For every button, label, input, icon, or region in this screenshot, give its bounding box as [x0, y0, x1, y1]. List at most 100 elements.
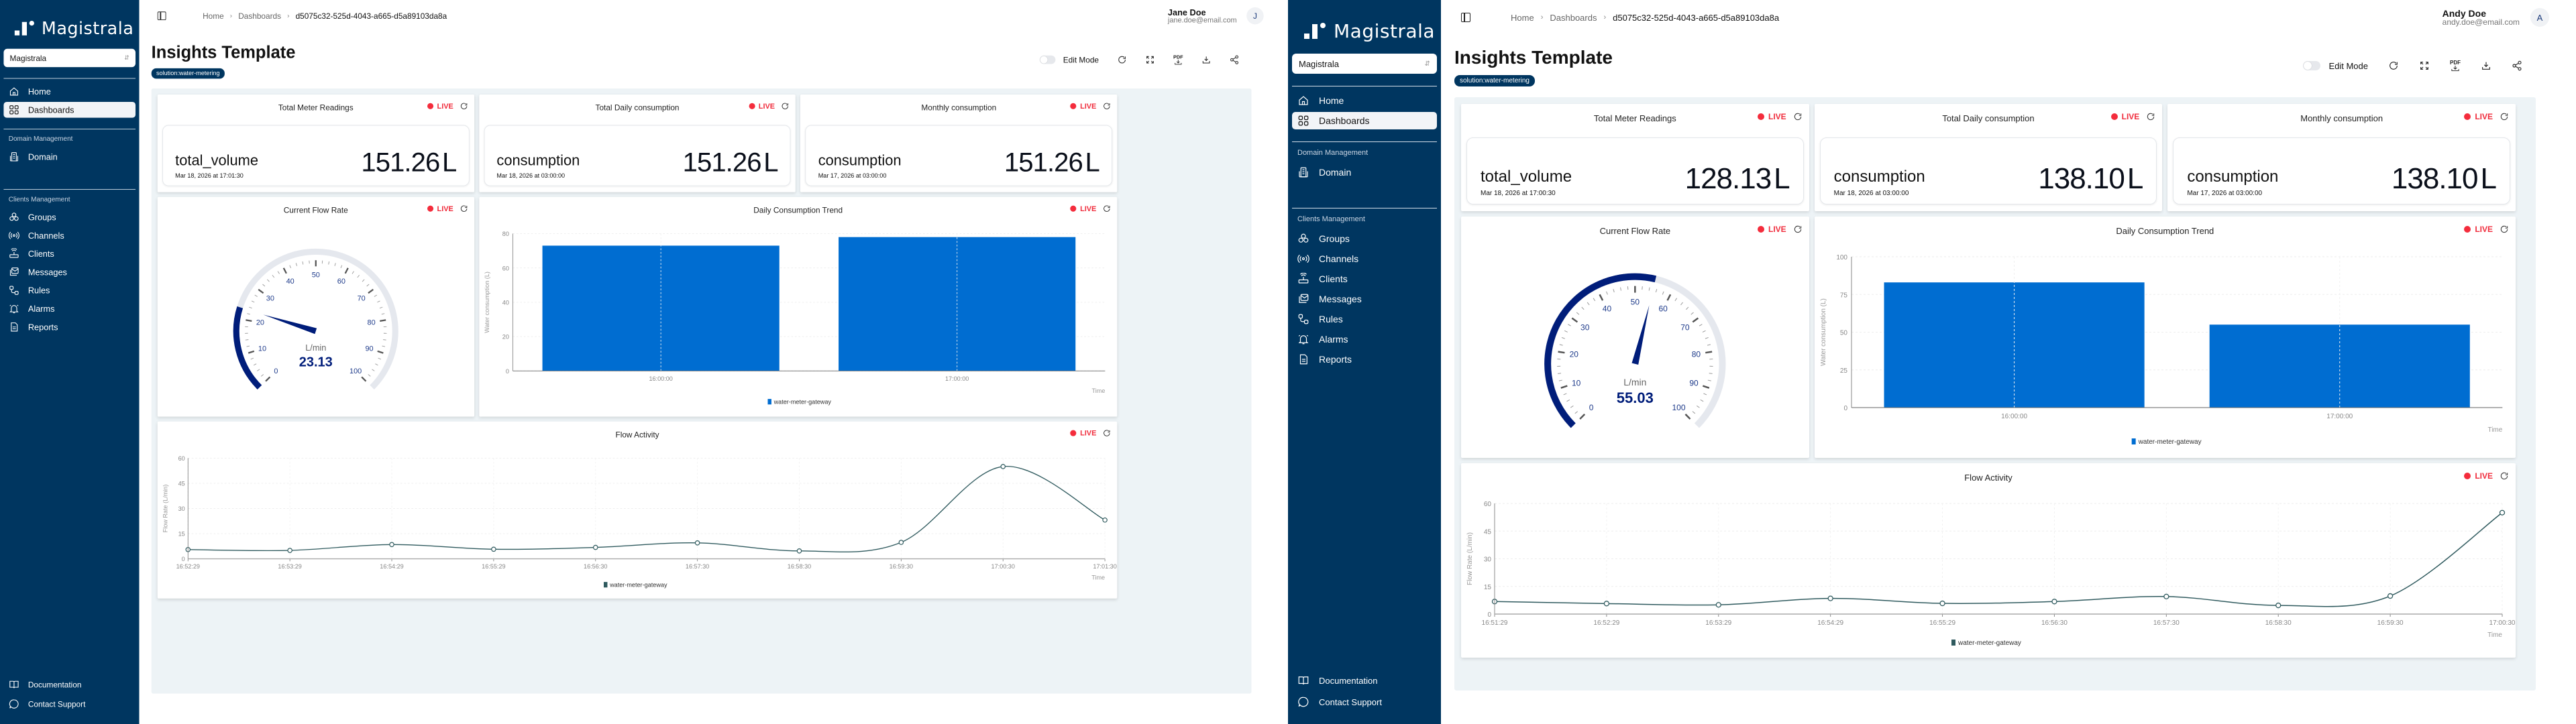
sidebar-item-clients[interactable]: Clients: [1292, 270, 1437, 288]
stat-label: consumption: [2187, 168, 2279, 186]
live-dot-icon: [2110, 113, 2118, 120]
sidebar-item-dashboards[interactable]: Dashboards: [1292, 112, 1437, 129]
fullscreen-icon[interactable]: [1145, 55, 1155, 65]
widget-refresh-icon[interactable]: [1102, 102, 1111, 111]
sidebar-item-alarms[interactable]: Alarms: [3, 301, 136, 317]
brand-logo[interactable]: Magistrala: [0, 0, 139, 43]
sidebar-item-reports[interactable]: Reports: [3, 319, 136, 335]
sidebar-item-channels[interactable]: Channels: [3, 227, 136, 243]
stat-card: consumption Mar 18, 2026 at 03:00:00 138…: [1819, 137, 2157, 204]
avatar[interactable]: J: [1246, 7, 1264, 25]
sidebar-item-groups[interactable]: Groups: [3, 209, 136, 225]
sidebar-item-rules[interactable]: Rules: [1292, 310, 1437, 328]
widget-refresh-icon[interactable]: [1102, 429, 1111, 438]
breadcrumb: Home › Dashboards › d5075c32-525d-4043-a…: [1511, 13, 1779, 23]
widget-refresh-icon[interactable]: [460, 204, 468, 213]
widget-refresh-icon[interactable]: [2500, 112, 2509, 121]
divider: [3, 189, 136, 190]
gauge-chart: 0 10 20 30 40 50 60 70 80 90 100 L/min 55.03: [1544, 273, 1726, 428]
breadcrumb-home[interactable]: Home: [203, 11, 224, 21]
bar-chart-widget: Daily Consumption Trend LIVE 0 20 40 60 80 16…: [479, 196, 1118, 417]
breadcrumb-dashboards[interactable]: Dashboards: [238, 11, 282, 21]
sidebar-item-documentation[interactable]: Documentation: [1292, 672, 1437, 689]
live-dot-icon: [2464, 113, 2471, 120]
sidebar-item-rules[interactable]: Rules: [3, 282, 136, 298]
sidebar-item-groups[interactable]: Groups: [1292, 230, 1437, 247]
sidebar-item-label: Groups: [1319, 233, 1350, 244]
sidebar-item-domain[interactable]: Domain: [1292, 164, 1437, 181]
svg-text:30: 30: [1580, 323, 1590, 333]
sidebar-item-home[interactable]: Home: [1292, 92, 1437, 109]
user-name: Jane Doe: [1167, 7, 1206, 17]
svg-text:16:53:29: 16:53:29: [278, 563, 301, 570]
sidebar-item-label: Dashboards: [1319, 115, 1370, 126]
sidebar-toggle-icon[interactable]: [157, 11, 166, 21]
svg-text:Time: Time: [2487, 631, 2502, 639]
edit-mode-toggle[interactable]: [2303, 61, 2321, 70]
breadcrumb-current: d5075c32-525d-4043-a665-d5a89103da8a: [295, 11, 447, 21]
magistrala-logo-icon: [1304, 23, 1327, 39]
widget-refresh-icon[interactable]: [2500, 225, 2509, 234]
live-indicator: LIVE: [1757, 225, 1786, 234]
book-icon: [1297, 674, 1309, 686]
domain-selector[interactable]: Magistrala ⇵: [3, 48, 136, 68]
export-pdf-icon[interactable]: PDF: [1173, 54, 1183, 65]
breadcrumb-home[interactable]: Home: [1511, 12, 1534, 23]
widget-refresh-icon[interactable]: [1102, 204, 1111, 213]
download-icon[interactable]: [2481, 60, 2491, 71]
refresh-icon[interactable]: [2388, 60, 2399, 71]
widget-refresh-icon[interactable]: [1793, 225, 1803, 234]
user-menu[interactable]: Jane Doe jane.doe@email.com J: [1167, 7, 1264, 25]
widget-refresh-icon[interactable]: [2500, 471, 2509, 481]
sidebar-toggle-icon[interactable]: [1461, 13, 1470, 22]
sidebar-item-contact-support[interactable]: Contact Support: [1292, 693, 1437, 711]
sidebar-item-label: Messages: [1319, 294, 1362, 304]
stat-timestamp: Mar 18, 2026 at 03:00:00: [1833, 190, 1909, 197]
export-pdf-icon[interactable]: PDF: [2450, 60, 2461, 71]
sidebar-item-label: Domain: [28, 152, 58, 162]
sidebar-item-alarms[interactable]: Alarms: [1292, 330, 1437, 348]
refresh-icon[interactable]: [1117, 55, 1127, 65]
sidebar-item-reports[interactable]: Reports: [1292, 351, 1437, 368]
sidebar-item-label: Alarms: [1319, 334, 1348, 345]
stat-value: 138.10L: [2391, 162, 2497, 195]
svg-text:80: 80: [1692, 349, 1701, 359]
domain-selector[interactable]: Magistrala ⇵: [1292, 54, 1437, 74]
sidebar-item-home[interactable]: Home: [3, 84, 136, 100]
stat-widget: Total Meter Readings LIVE total_volume M…: [157, 95, 474, 192]
sidebar-item-label: Reports: [28, 322, 58, 333]
breadcrumb-dashboards[interactable]: Dashboards: [1550, 12, 1597, 23]
dashboard-canvas: Total Meter Readings LIVE total_volume M…: [1454, 97, 2536, 690]
brand-logo[interactable]: Magistrala: [1288, 0, 1441, 47]
svg-text:16:51:29: 16:51:29: [1482, 619, 1508, 627]
share-icon[interactable]: [1230, 55, 1240, 65]
pdf-label: PDF: [2450, 60, 2461, 66]
widget-title: Total Daily consumption: [595, 103, 680, 113]
svg-text:16:53:29: 16:53:29: [1705, 619, 1731, 627]
sidebar-item-documentation[interactable]: Documentation: [3, 676, 136, 692]
download-icon[interactable]: [1201, 55, 1212, 65]
sidebar-item-domain[interactable]: Domain: [3, 149, 136, 165]
sidebar-item-clients[interactable]: Clients: [3, 246, 136, 262]
sidebar-item-contact-support[interactable]: Contact Support: [3, 696, 136, 712]
widget-refresh-icon[interactable]: [2146, 112, 2155, 121]
user-menu[interactable]: Andy Doe andy.doe@email.com A: [2443, 8, 2549, 27]
live-dot-icon: [2464, 473, 2471, 479]
home-icon: [9, 86, 19, 97]
widget-refresh-icon[interactable]: [1793, 112, 1803, 121]
svg-text:23.13: 23.13: [299, 355, 333, 370]
share-icon[interactable]: [2512, 60, 2522, 71]
edit-mode-toggle[interactable]: [1040, 55, 1056, 64]
avatar[interactable]: A: [2530, 8, 2549, 27]
fullscreen-icon[interactable]: [2419, 60, 2430, 71]
widget-refresh-icon[interactable]: [460, 102, 468, 111]
sidebar-item-channels[interactable]: Channels: [1292, 250, 1437, 267]
sidebar-item-messages[interactable]: Messages: [1292, 290, 1437, 308]
svg-text:90: 90: [365, 345, 373, 353]
widget-refresh-icon[interactable]: [781, 102, 790, 111]
svg-text:water-meter-gateway: water-meter-gateway: [609, 581, 667, 588]
sidebar-item-messages[interactable]: Messages: [3, 264, 136, 280]
sidebar-item-dashboards[interactable]: Dashboards: [3, 101, 136, 118]
live-dot-icon: [427, 205, 434, 212]
stat-timestamp: Mar 18, 2026 at 17:01:30: [175, 172, 244, 180]
